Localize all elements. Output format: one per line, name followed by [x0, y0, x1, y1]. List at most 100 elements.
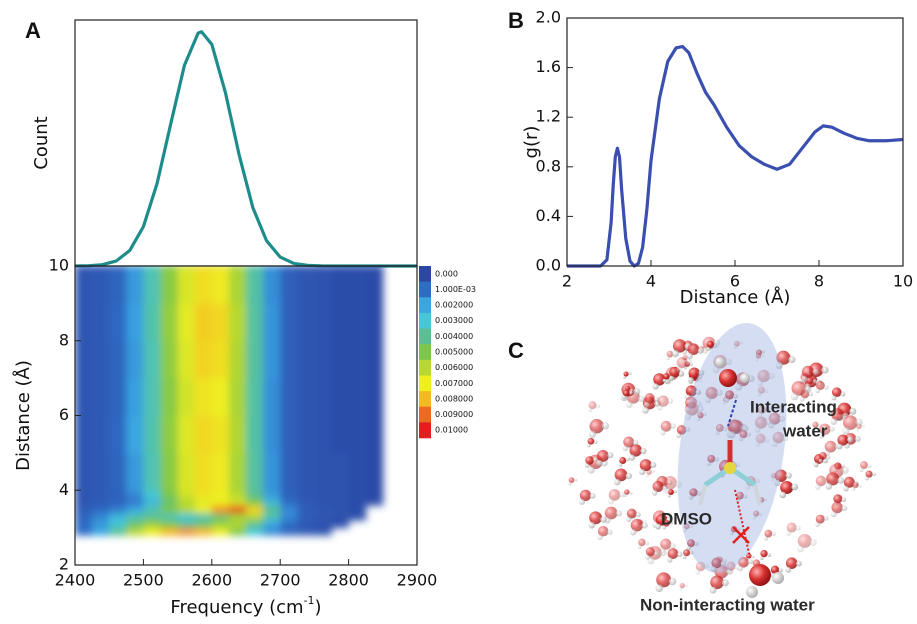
colorbar-swatch	[419, 422, 431, 439]
hydrogen-atom	[722, 401, 726, 405]
heatmap-cell	[331, 415, 350, 454]
heatmap-cell	[92, 302, 110, 342]
oxygen-atom	[859, 461, 868, 469]
oxygen-atom	[589, 511, 603, 525]
oxygen-atom	[663, 372, 670, 380]
colorbar-swatch	[419, 312, 431, 329]
heatmap-cell	[160, 377, 179, 416]
heatmap-cell	[331, 377, 350, 416]
cross-mark	[732, 526, 750, 544]
heatmap-cell	[126, 452, 144, 491]
hydrogen-atom	[666, 356, 670, 361]
oxygen-atom	[833, 494, 843, 504]
plot-frame	[74, 19, 418, 267]
hydrogen-atom	[712, 366, 720, 374]
oxygen-atom	[772, 431, 785, 444]
heatmap-cell	[143, 512, 161, 521]
hydrogen-atom	[822, 458, 828, 464]
heatmap-cell	[92, 415, 110, 454]
heatmap-cell	[246, 302, 264, 342]
heatmap-cell	[109, 302, 127, 342]
x-axis-label: Distance (Å)	[680, 286, 791, 308]
hydrogen-atom	[596, 404, 601, 409]
oxygen-atom	[596, 450, 609, 462]
heatmap-cell	[331, 497, 350, 506]
colorbar-swatch	[419, 406, 431, 423]
heatmap-cell	[280, 415, 298, 454]
x-axis-label-suffix: )	[315, 597, 322, 618]
hydrogen-atom	[685, 584, 688, 587]
hydrogen-atom	[638, 395, 645, 403]
heatmap-cell	[348, 340, 367, 379]
hydrogen-atom	[633, 388, 641, 396]
hydrogen-atom	[796, 560, 802, 567]
y-tick-label: 10	[49, 256, 69, 275]
heatmap-cell	[263, 497, 281, 506]
data-line	[74, 30, 417, 268]
heatmap-cell	[92, 497, 110, 506]
hydrogen-atom	[697, 417, 701, 421]
hydrogen-atom	[593, 457, 598, 462]
hydrogen-atom	[687, 377, 694, 383]
hydrogen-atom	[829, 426, 835, 432]
heatmap-cell	[126, 340, 144, 379]
hydrogen-atom	[761, 350, 766, 354]
heatmap-cell	[331, 302, 350, 342]
heatmap-cell	[194, 340, 213, 379]
heatmap-cell	[160, 302, 179, 342]
heatmap-cell	[143, 340, 161, 379]
oxygen-atom	[801, 365, 815, 379]
heatmap-cell	[314, 340, 332, 379]
hydrogen-atom	[830, 418, 837, 425]
heatmap-cell	[228, 497, 247, 506]
hydrogen-atom	[684, 413, 692, 421]
hydrogen-atom	[765, 418, 772, 426]
hydrogen-atom	[713, 344, 718, 348]
hydrogen-atom	[812, 427, 816, 431]
colorbar-label: 0.005000	[435, 348, 473, 357]
heatmap-cell	[92, 519, 110, 529]
hydrogen-atom	[625, 472, 633, 480]
scene-label: Non-interacting water	[640, 595, 815, 614]
hydrogen-atom	[843, 485, 849, 492]
oxygen-atom	[824, 440, 837, 453]
hydrogen-atom	[651, 470, 655, 473]
heatmap-cell	[246, 377, 264, 416]
hydrogen-atom	[668, 577, 677, 586]
oxygen-atom	[619, 457, 627, 464]
colorbar-label: 0.008000	[435, 394, 473, 403]
oxygen-atom	[689, 488, 698, 497]
hydrogen-atom	[759, 512, 763, 516]
heatmap-cell	[263, 377, 281, 416]
hydrogen-atom	[785, 472, 792, 479]
hydrogen-atom	[715, 430, 720, 435]
panel-label: A	[25, 18, 41, 43]
heatmap-cell	[228, 504, 247, 514]
hydrogen-atom	[626, 401, 633, 408]
hydrogen-atom	[672, 350, 680, 357]
heatmap-cell	[280, 266, 298, 304]
heatmap-cell	[194, 504, 213, 514]
hydrogen-atom	[695, 569, 701, 575]
heatmap-cell	[314, 527, 332, 536]
oxygen-atom	[749, 564, 771, 586]
heatmap-cell	[109, 504, 127, 514]
x-tick-label: 2	[562, 272, 572, 291]
oxygen-atom	[791, 380, 807, 396]
oxygen-atom	[667, 548, 679, 559]
heatmap-cell	[109, 497, 127, 506]
y-tick-label: 8	[59, 330, 69, 349]
oxygen-atom	[785, 557, 798, 569]
heatmap-cell	[365, 452, 384, 491]
hydrogen-atom	[642, 407, 649, 414]
hydrogen-atom	[588, 430, 597, 439]
hydrogen-atom	[673, 490, 677, 494]
heatmap-cell	[280, 489, 298, 499]
hydrogen-atom	[723, 427, 728, 432]
hydrogen-atom	[622, 445, 629, 452]
heatmap-cell	[348, 504, 367, 514]
heatmap-cell	[126, 489, 144, 499]
hydrogen-atom	[795, 525, 801, 531]
heatmap-cell	[75, 302, 93, 342]
heatmap-cell	[331, 512, 350, 521]
